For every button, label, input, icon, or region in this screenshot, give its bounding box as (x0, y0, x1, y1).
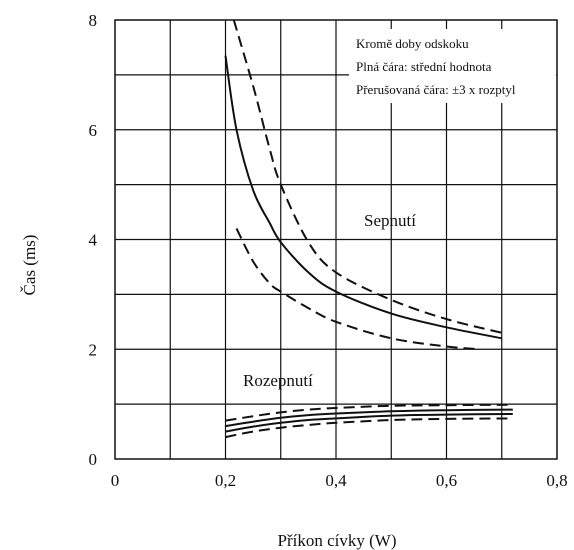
x-axis-title: Příkon cívky (W) (278, 531, 397, 550)
plot-frame (114, 19, 558, 460)
y-tick-label: 0 (89, 450, 98, 469)
y-axis-title: Čas (ms) (20, 235, 39, 296)
y-tick-label: 8 (89, 11, 98, 30)
x-tick-label: 0,2 (215, 471, 236, 490)
curve-label-lower: Rozepnutí (243, 371, 313, 390)
curve-label-upper: Sepnutí (364, 211, 416, 230)
x-tick-label: 0 (111, 471, 120, 490)
x-tick-label: 0,4 (325, 471, 347, 490)
y-tick-label: 4 (89, 231, 98, 250)
y-tick-label: 6 (89, 121, 98, 140)
curves (224, 19, 513, 439)
legend: Kromě doby odskoku Plná čára: střední ho… (356, 36, 516, 97)
y-tick-label: 2 (89, 340, 98, 359)
legend-line-3: Přerušovaná čára: ±3 x rozptyl (356, 82, 516, 97)
legend-box (349, 29, 556, 103)
y-tick-labels: 0 2 4 6 8 (89, 11, 98, 469)
series-upper-solid-0 (224, 55, 502, 340)
x-tick-label: 0,8 (546, 471, 567, 490)
legend-line-1: Kromě doby odskoku (356, 36, 469, 51)
series-lower-dashed-6 (225, 417, 513, 439)
plot-border (114, 19, 558, 460)
x-tick-labels: 0 0,2 0,4 0,6 0,8 (111, 471, 568, 490)
series-upper-dashed-2 (235, 228, 480, 351)
x-tick-label: 0,6 (436, 471, 457, 490)
series-lower-solid-5 (225, 413, 513, 433)
legend-line-2: Plná čára: střední hodnota (356, 59, 492, 74)
series-lower-dashed-3 (225, 403, 513, 422)
series-lower-solid-4 (225, 408, 513, 428)
series-upper-dashed-1 (232, 19, 502, 334)
